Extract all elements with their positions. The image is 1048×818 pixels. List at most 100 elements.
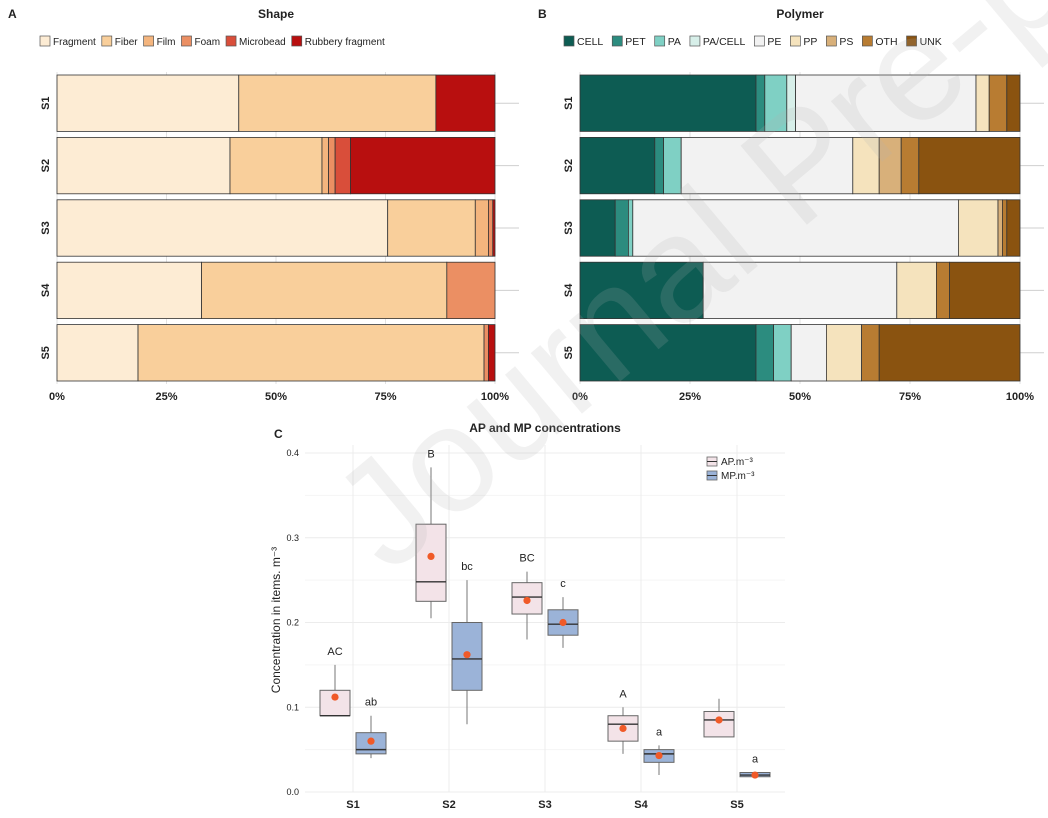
bar-segment	[579, 324, 757, 382]
bar-segment	[1006, 199, 1021, 257]
mean-marker	[331, 693, 339, 701]
legend-swatch	[906, 35, 917, 47]
bar-segment	[474, 199, 489, 257]
box	[703, 710, 735, 738]
bar-segment	[663, 136, 682, 195]
legend-swatch	[611, 35, 623, 47]
x-tick-label: S3	[538, 799, 551, 811]
bar-segment	[632, 199, 959, 257]
category-label: S1	[563, 96, 575, 109]
bar-segment	[579, 261, 704, 320]
bar-segment	[334, 136, 351, 195]
bar-segment	[878, 136, 902, 195]
x-tick-label: 75%	[374, 391, 396, 403]
bar-segment	[137, 324, 485, 382]
mean-marker	[559, 618, 567, 627]
y-tick-label: 0.2	[286, 618, 299, 628]
bar-segment	[773, 324, 792, 382]
bar-segment	[579, 136, 656, 195]
category-label: S2	[40, 159, 52, 172]
x-tick-label: S4	[634, 799, 648, 811]
legend-label: PA	[668, 36, 681, 48]
bar-segment	[975, 74, 990, 132]
legend-label: PE	[767, 36, 781, 48]
box	[415, 523, 447, 602]
category-label: S5	[40, 346, 52, 359]
category-label: S3	[563, 221, 575, 234]
bar-segment	[958, 199, 999, 257]
bar-segment	[988, 74, 1008, 132]
mean-marker	[463, 651, 471, 659]
bar-segment	[56, 261, 202, 320]
bar-segment	[936, 261, 951, 320]
bar-segment	[997, 199, 1003, 257]
bar-segment	[229, 136, 323, 195]
x-tick-label: 25%	[155, 391, 177, 403]
legend-swatch	[101, 35, 113, 47]
bar-segment	[900, 136, 920, 195]
mean-marker	[619, 724, 627, 733]
legend-label: Rubbery fragment	[305, 37, 385, 48]
category-label: S1	[40, 96, 52, 109]
category-label: S2	[563, 159, 575, 172]
category-label: S4	[563, 283, 575, 297]
bar-segment	[579, 199, 616, 257]
category-label: S3	[40, 221, 52, 234]
bar-segment	[654, 136, 664, 195]
bar-segment	[201, 261, 448, 320]
bar-segment	[826, 324, 863, 382]
bar-segment	[483, 324, 489, 382]
bar-segment	[435, 74, 496, 132]
panel-a: A Shape Fragment Fiber Film Foam Microbead Rubb…	[8, 7, 519, 403]
legend-swatch	[654, 35, 666, 47]
legend: AP.m⁻³ MP.m⁻³	[706, 456, 755, 482]
significance-letter: ab	[365, 697, 377, 709]
legend-label: PET	[625, 36, 646, 48]
legend-swatch	[181, 35, 192, 47]
legend-swatch	[689, 35, 701, 47]
legend: CELL PET PA PA/CELL PE PP PS OTH UNK	[563, 35, 942, 48]
bar-segment	[614, 199, 629, 257]
bar-segment	[896, 261, 937, 320]
bar-segment	[755, 74, 766, 132]
legend-label: PS	[839, 36, 853, 48]
bar-segment	[579, 74, 757, 132]
category-label: S5	[563, 346, 575, 359]
x-tick-label: 0%	[572, 391, 588, 403]
legend-swatch	[143, 35, 154, 47]
legend: Fragment Fiber Film Foam Microbead Rubbery fr…	[39, 35, 385, 48]
bar-segment	[387, 199, 476, 257]
category-label: S4	[40, 283, 52, 297]
panel-title: Polymer	[776, 7, 824, 21]
bar-segment	[949, 261, 1021, 320]
bar-segment	[56, 324, 139, 382]
mean-marker	[655, 751, 663, 760]
y-tick-label: 0.1	[286, 702, 299, 712]
legend-label: Microbead	[239, 37, 286, 48]
legend-label: PA/CELL	[703, 36, 746, 48]
y-tick-label: 0.4	[286, 448, 299, 458]
mean-marker	[751, 771, 759, 779]
mean-marker	[427, 552, 435, 560]
bar-segment	[764, 74, 788, 132]
legend-label: MP.m⁻³	[721, 471, 755, 482]
legend-swatch	[753, 35, 765, 47]
panel-label-a: A	[8, 7, 17, 21]
bar-segment	[918, 136, 1021, 195]
bar-segment	[786, 74, 796, 132]
legend-label: PP	[803, 36, 817, 48]
bar-segment	[852, 136, 880, 195]
mean-marker	[367, 737, 375, 745]
panel-title: Shape	[258, 7, 294, 21]
y-tick-label: 0.0	[286, 787, 299, 797]
bar-segment	[488, 324, 496, 382]
significance-letter: AC	[327, 646, 342, 658]
panel-label-c: C	[274, 427, 283, 441]
significance-letter: B	[427, 448, 434, 460]
x-tick-label: 50%	[789, 391, 811, 403]
x-tick-label: S1	[346, 799, 359, 811]
significance-letter: bc	[461, 561, 473, 573]
x-tick-label: S2	[442, 799, 455, 811]
x-tick-label: 75%	[899, 391, 921, 403]
